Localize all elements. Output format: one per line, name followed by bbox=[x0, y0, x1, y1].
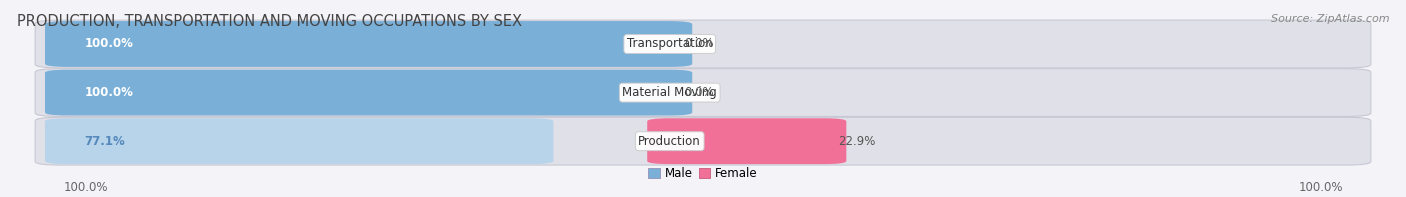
Text: Production: Production bbox=[638, 135, 702, 148]
Text: Source: ZipAtlas.com: Source: ZipAtlas.com bbox=[1271, 14, 1389, 24]
Text: PRODUCTION, TRANSPORTATION AND MOVING OCCUPATIONS BY SEX: PRODUCTION, TRANSPORTATION AND MOVING OC… bbox=[17, 14, 522, 29]
Text: 0.0%: 0.0% bbox=[683, 37, 713, 50]
FancyBboxPatch shape bbox=[45, 70, 692, 115]
Text: 100.0%: 100.0% bbox=[84, 37, 134, 50]
Text: 22.9%: 22.9% bbox=[838, 135, 876, 148]
Text: Material Moving: Material Moving bbox=[623, 86, 717, 99]
Legend: Male, Female: Male, Female bbox=[644, 163, 762, 185]
FancyBboxPatch shape bbox=[35, 20, 1371, 68]
FancyBboxPatch shape bbox=[45, 21, 692, 67]
FancyBboxPatch shape bbox=[647, 118, 846, 164]
FancyBboxPatch shape bbox=[35, 69, 1371, 116]
Text: 100.0%: 100.0% bbox=[1298, 181, 1343, 194]
Text: 77.1%: 77.1% bbox=[84, 135, 125, 148]
Text: 100.0%: 100.0% bbox=[84, 86, 134, 99]
FancyBboxPatch shape bbox=[45, 118, 554, 164]
Text: 0.0%: 0.0% bbox=[683, 86, 713, 99]
Text: Transportation: Transportation bbox=[627, 37, 713, 50]
Text: 100.0%: 100.0% bbox=[63, 181, 108, 194]
FancyBboxPatch shape bbox=[35, 117, 1371, 165]
